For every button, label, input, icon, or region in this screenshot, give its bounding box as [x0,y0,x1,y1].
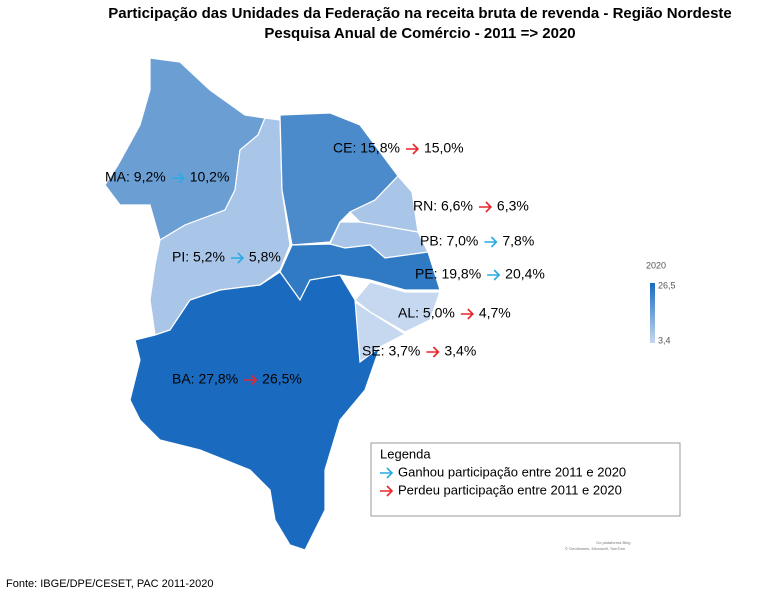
arrow [405,143,420,155]
title: Participação das Unidades da Federação n… [108,5,732,22]
state-label: PI: 5,2% [172,249,225,265]
state-label: AL: 5,0% [398,305,455,321]
state-label: PE: 19,8% [415,266,481,282]
legend-item: Perdeu participação entre 2011 e 2020 [398,482,622,497]
legend-item: Ganhou participação entre 2011 e 2020 [398,464,626,479]
state-value-2020: 6,3% [497,198,529,214]
arrow [484,236,498,248]
state-value-2020: 7,8% [502,233,534,249]
state-label: RN: 6,6% [413,198,473,214]
color-scale-bar [650,283,655,343]
color-scale-min: 3,4 [658,335,671,345]
state-value-2020: 4,7% [479,305,511,321]
attribution: Go plataforma Bing [596,540,630,545]
state-label: MA: 9,2% [105,169,166,185]
arrow [478,201,493,213]
arrow [230,252,245,264]
source: Fonte: IBGE/DPE/CESET, PAC 2011-2020 [6,578,213,590]
arrow [244,374,258,386]
subtitle: Pesquisa Anual de Comércio - 2011 => 202… [264,25,575,42]
state-label: BA: 27,8% [172,371,238,387]
state-value-2020: 26,5% [262,371,302,387]
arrow [426,346,440,358]
color-scale-max: 26,5 [658,280,676,290]
state-label: PB: 7,0% [420,233,478,249]
state-value-2020: 20,4% [505,266,545,282]
state-value-2020: 3,4% [444,343,476,359]
arrow [460,308,474,320]
state-value-2020: 5,8% [249,249,281,265]
arrow [380,467,394,479]
color-scale-title: 2020 [646,260,666,270]
legend-box [370,442,681,517]
state-shape [129,271,382,551]
attribution: © GeoNames, Microsoft, TomTom [565,546,626,551]
arrow [171,172,185,184]
state-label: SE: 3,7% [362,343,420,359]
state-value-2020: 10,2% [190,169,230,185]
legend-title: Legenda [380,446,431,461]
map [104,57,441,551]
arrow [380,485,394,497]
arrow [487,269,501,281]
state-shape [354,281,441,333]
state-value-2020: 15,0% [424,140,464,156]
state-label: CE: 15,8% [333,140,400,156]
